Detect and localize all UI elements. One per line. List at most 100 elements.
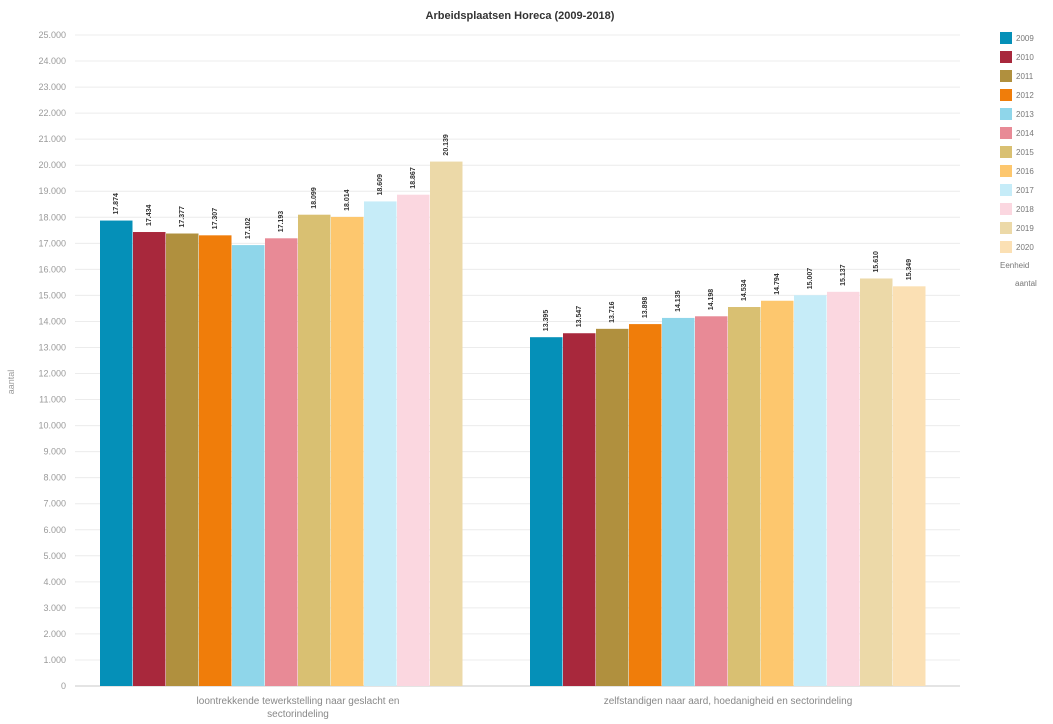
bar-2015-cat2 [728, 307, 761, 686]
bar-2020-cat2 [893, 286, 926, 686]
y-tick-label: 25.000 [38, 30, 66, 40]
y-axis-label: aantal [6, 370, 16, 395]
bar-2012-cat2 [629, 324, 662, 686]
y-tick-label: 22.000 [38, 108, 66, 118]
data-label: 17.307 [212, 208, 219, 230]
legend-swatch [1000, 165, 1012, 177]
data-label: 13.547 [576, 306, 583, 328]
legend-swatch [1000, 108, 1012, 120]
y-tick-label: 13.000 [38, 342, 66, 352]
data-label: 15.007 [807, 268, 814, 290]
data-label: 14.198 [708, 289, 715, 311]
data-label: 20.139 [443, 134, 450, 156]
legend-label: 2013 [1016, 110, 1034, 119]
data-label: 18.099 [311, 187, 318, 209]
legend-label: 2017 [1016, 186, 1034, 195]
y-tick-label: 21.000 [38, 134, 66, 144]
legend-label: 2019 [1016, 224, 1034, 233]
data-label: 17.377 [179, 206, 186, 228]
chart-title: Arbeidsplaatsen Horeca (2009-2018) [426, 10, 615, 22]
legend-unit-heading: Eenheid [1000, 261, 1029, 270]
data-labels: 17.874 13.395 17.434 13.547 17.377 13.716 17.3… [113, 134, 913, 331]
data-label: 17.874 [113, 193, 120, 215]
y-tick-label: 8.000 [43, 473, 66, 483]
x-category-label: sectorindeling [267, 709, 329, 720]
data-label: 14.135 [675, 290, 682, 312]
bar-2018-cat1 [397, 194, 430, 687]
bar-2016-cat2 [761, 300, 794, 686]
y-tick-label: 4.000 [43, 577, 66, 587]
y-tick-label: 17.000 [38, 238, 66, 248]
bars-group [100, 161, 926, 687]
legend-label: 2009 [1016, 34, 1034, 43]
data-label: 17.434 [146, 205, 153, 227]
y-tick-label: 6.000 [43, 525, 66, 535]
data-label: 13.716 [609, 301, 616, 323]
data-label: 18.014 [344, 189, 351, 211]
y-tick-label: 16.000 [38, 264, 66, 274]
y-tick-label: 12.000 [38, 369, 66, 379]
data-label: 14.794 [774, 273, 781, 295]
bar-2009-cat1 [100, 220, 133, 686]
y-tick-label: 20.000 [38, 160, 66, 170]
y-tick-label: 3.000 [43, 603, 66, 613]
legend-swatch [1000, 32, 1012, 44]
data-label: 14.534 [741, 279, 748, 301]
legend-swatch [1000, 241, 1012, 253]
bar-2010-cat1 [133, 232, 166, 686]
bar-2011-cat1 [166, 233, 199, 686]
legend-swatch [1000, 184, 1012, 196]
y-tick-label: 24.000 [38, 56, 66, 66]
bar-2017-cat1 [364, 201, 397, 687]
y-tick-label: 19.000 [38, 186, 66, 196]
data-label: 18.867 [410, 167, 417, 189]
data-label: 13.898 [642, 297, 649, 319]
x-axis-category-labels: loontrekkende tewerkstelling naar geslac… [197, 696, 853, 720]
bar-2018-cat2 [827, 291, 860, 686]
y-tick-label: 1.000 [43, 655, 66, 665]
bar-2016-cat1 [331, 216, 364, 686]
data-label: 17.193 [278, 211, 285, 233]
bar-2015-cat1 [298, 214, 331, 687]
legend-swatch [1000, 89, 1012, 101]
y-axis-ticks: 0 1.000 2.000 3.000 4.000 5.000 6.000 7.000 8.00… [38, 30, 66, 691]
legend-label: 2014 [1016, 129, 1034, 138]
data-label: 15.610 [873, 251, 880, 273]
x-category-label: zelfstandigen naar aard, hoedanigheid en… [604, 696, 853, 707]
y-tick-label: 10.000 [38, 421, 66, 431]
legend-label: 2012 [1016, 91, 1034, 100]
y-tick-label: 18.000 [38, 212, 66, 222]
legend-swatch [1000, 203, 1012, 215]
bar-2019-cat2 [860, 278, 893, 686]
legend-swatch [1000, 51, 1012, 63]
y-tick-label: 23.000 [38, 82, 66, 92]
bar-2013-cat1 [232, 245, 265, 687]
y-tick-label: 0 [61, 681, 66, 691]
bar-2014-cat1 [265, 238, 298, 686]
data-label: 13.395 [543, 310, 550, 332]
bar-2012-cat1 [199, 235, 232, 686]
bar-2011-cat2 [596, 328, 629, 686]
legend: 2009 2010 2011 2012 2013 2014 2015 2016 2017 2018… [1000, 32, 1037, 288]
bar-2013-cat2 [662, 317, 695, 686]
legend-label: 2020 [1016, 243, 1034, 252]
x-category-label: loontrekkende tewerkstelling naar geslac… [197, 696, 400, 707]
y-tick-label: 15.000 [38, 290, 66, 300]
bar-2010-cat2 [563, 333, 596, 686]
legend-label: 2010 [1016, 53, 1034, 62]
legend-swatch [1000, 222, 1012, 234]
legend-label: 2018 [1016, 205, 1034, 214]
data-label: 15.349 [906, 259, 913, 281]
legend-swatch [1000, 127, 1012, 139]
legend-swatch [1000, 70, 1012, 82]
y-tick-label: 5.000 [43, 551, 66, 561]
bar-2014-cat2 [695, 316, 728, 686]
bar-2019-cat1 [430, 161, 463, 686]
y-tick-label: 11.000 [39, 395, 66, 405]
bar-2017-cat2 [794, 295, 827, 686]
legend-swatch [1000, 146, 1012, 158]
data-label: 18.609 [377, 174, 384, 196]
y-tick-label: 2.000 [43, 629, 66, 639]
legend-label: 2015 [1016, 148, 1034, 157]
